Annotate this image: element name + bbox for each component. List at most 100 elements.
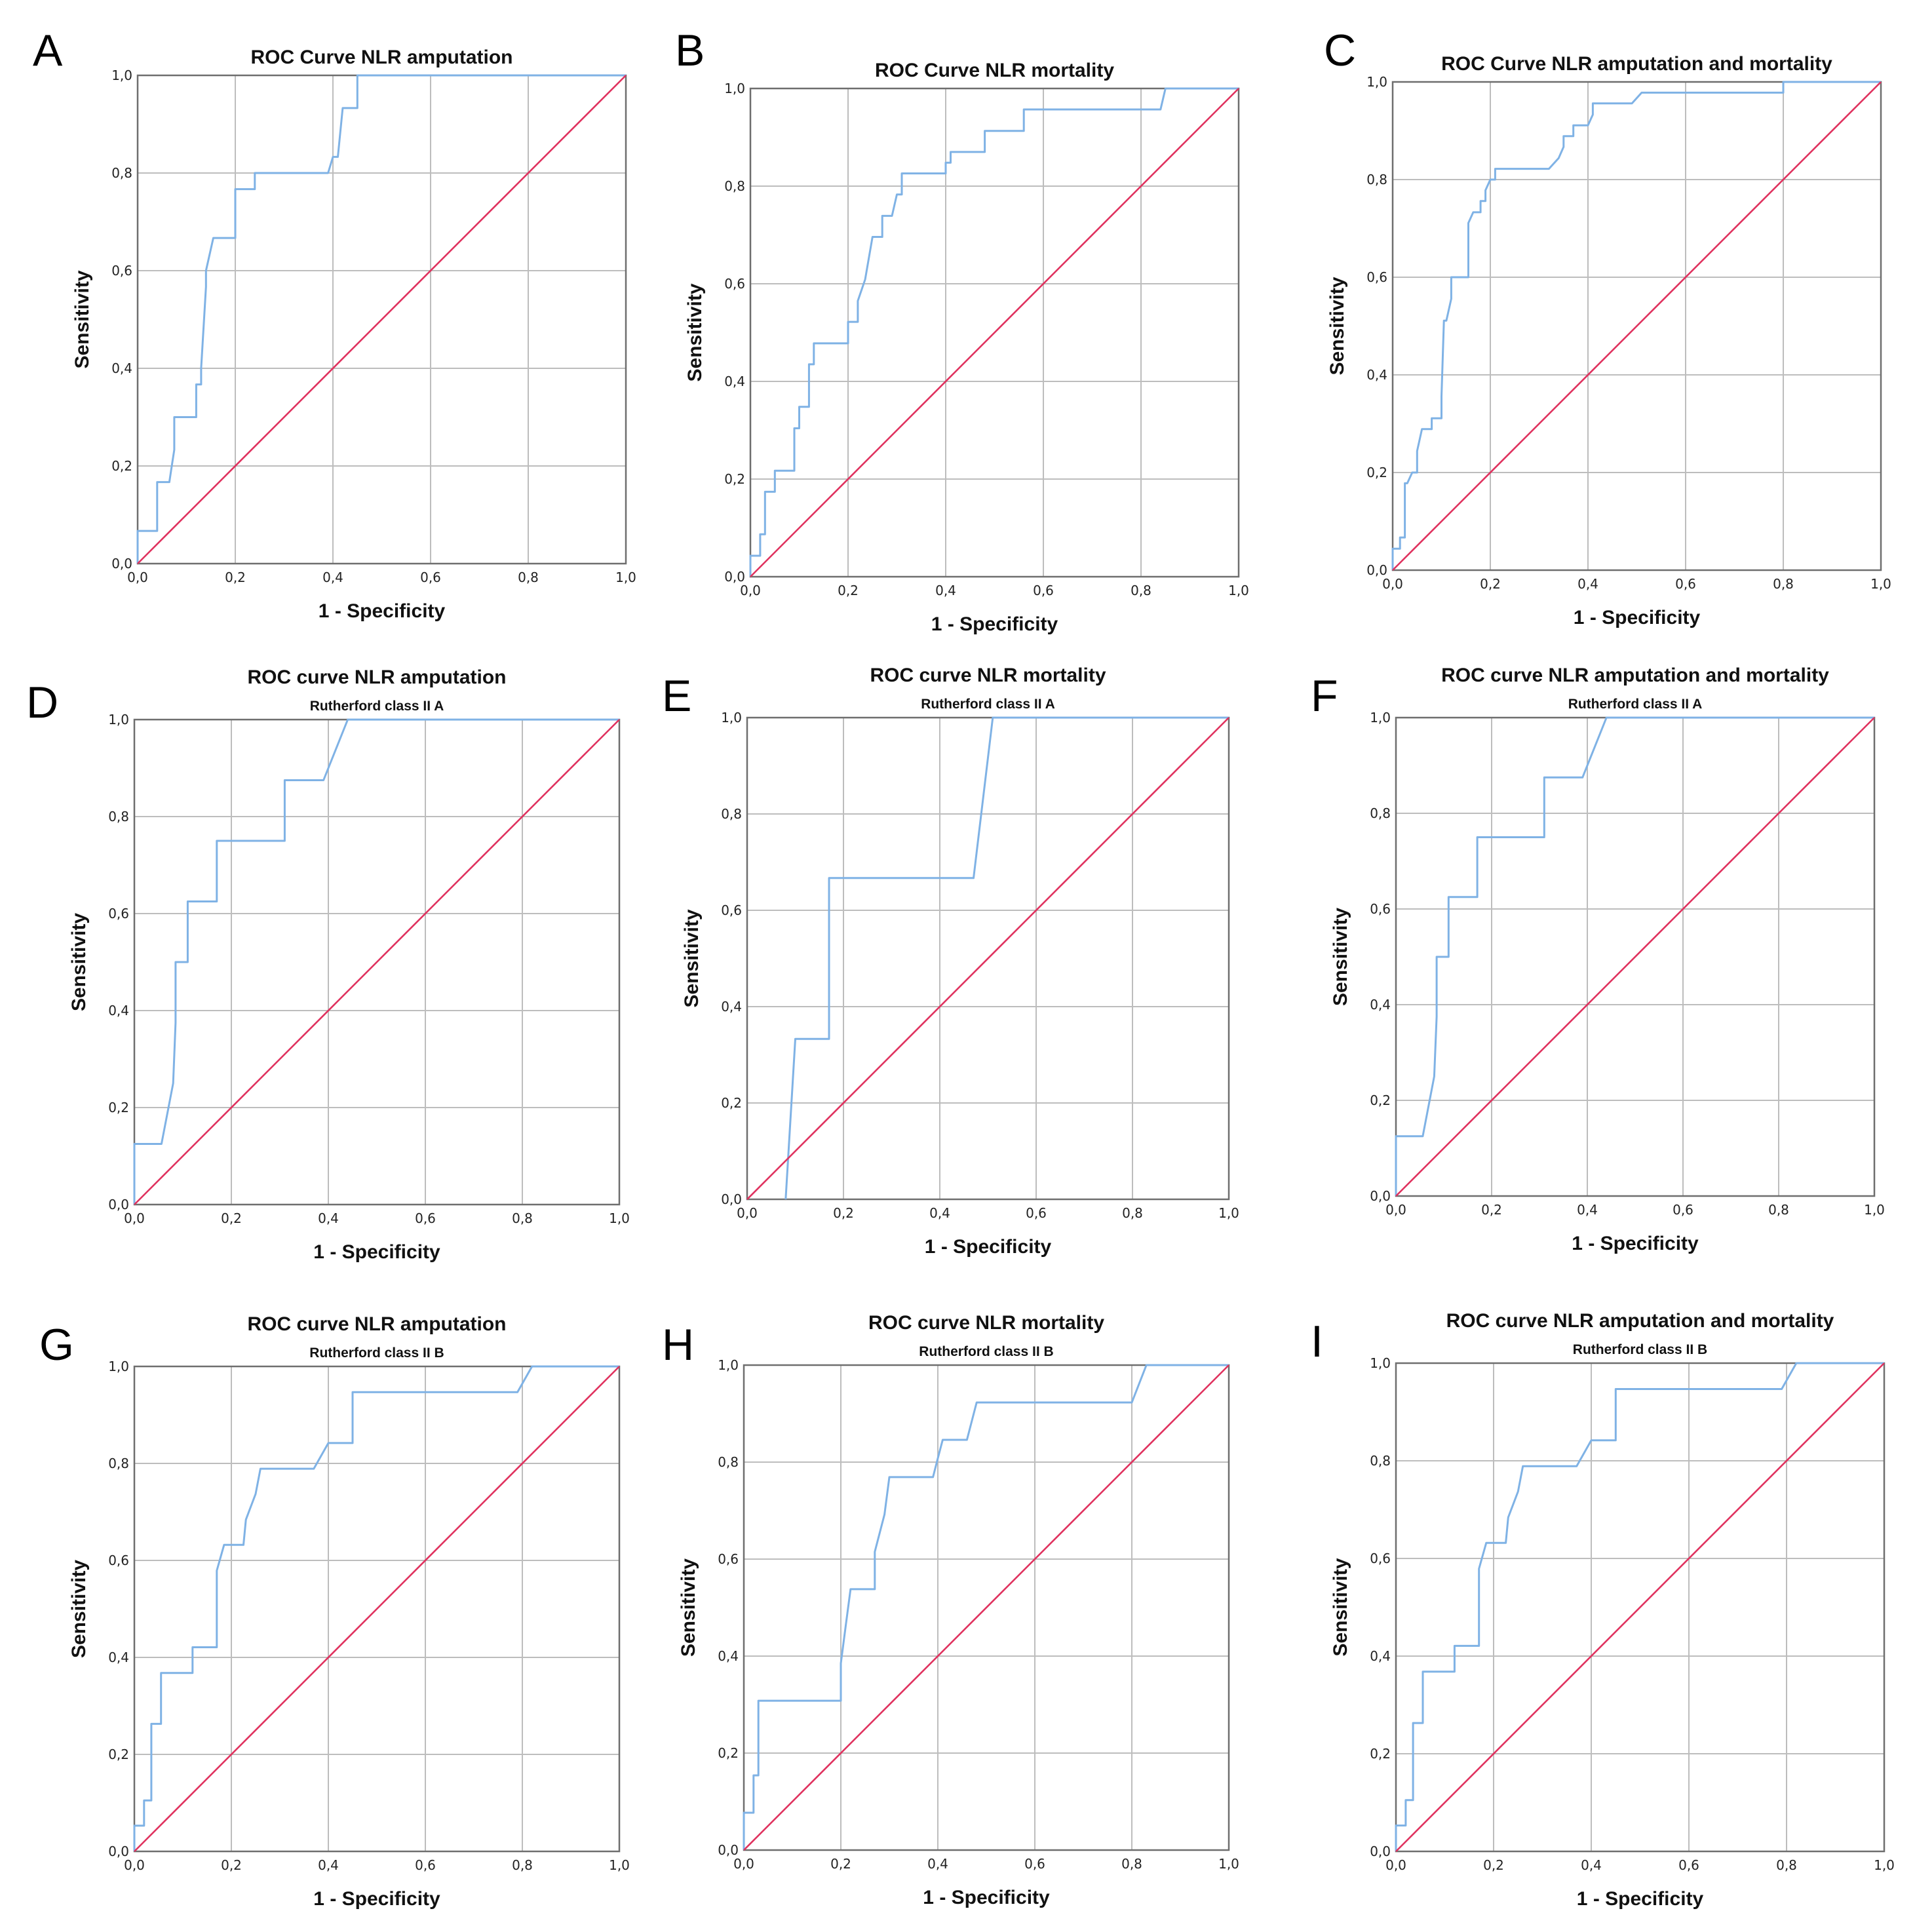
x-tick-label: 0,0 xyxy=(124,1857,145,1873)
y-tick-label: 0,8 xyxy=(718,1454,739,1470)
x-tick-label: 0,8 xyxy=(1773,576,1794,592)
y-tick-label: 0,0 xyxy=(718,1842,739,1858)
chart-title: ROC Curve NLR amputation xyxy=(250,47,513,68)
y-tick-label: 1,0 xyxy=(721,710,742,725)
x-tick-label: 0,6 xyxy=(1678,1857,1699,1873)
x-tick-label: 0,6 xyxy=(415,1857,436,1873)
x-tick-label: 0,0 xyxy=(1385,1857,1406,1873)
y-tick-label: 0,8 xyxy=(111,165,132,181)
y-axis-label: Sensitivity xyxy=(1326,277,1348,375)
chart-subtitle: Rutherford class II A xyxy=(921,697,1055,712)
x-tick-label: 0,2 xyxy=(833,1205,854,1221)
x-tick-label: 0,4 xyxy=(1581,1857,1602,1873)
y-tick-label: 1,0 xyxy=(111,68,132,83)
chart-subtitle: Rutherford class II B xyxy=(1573,1342,1707,1357)
x-tick-label: 1,0 xyxy=(1874,1857,1895,1873)
panel-c: C 0,0 0,2 0,4 0,6 0,8 1,0 0,0 0,2 0,4 0,6 0,8 1,0 ROC… xyxy=(1324,26,1891,628)
x-tick-label: 1,0 xyxy=(1218,1856,1239,1872)
x-tick-label: 0,4 xyxy=(935,583,956,598)
y-tick-label: 0,2 xyxy=(724,471,745,487)
x-tick-label: 0,6 xyxy=(1033,583,1054,598)
x-tick-label: 1,0 xyxy=(1864,1202,1885,1218)
x-tick-label: 0,2 xyxy=(221,1857,242,1873)
panel-f: F 0,0 0,2 0,4 0,6 0,8 1,0 0,0 0,2 0,4 0,6 0,8 1,0 ROC… xyxy=(1311,665,1885,1254)
panel-a: A 0,0 0,2 0,4 0,6 0,8 1,0 0,0 0,2 0,4 0,6 0,8 1,0 ROC… xyxy=(33,26,636,622)
panel-label: G xyxy=(39,1320,74,1370)
y-tick-label: 1,0 xyxy=(718,1357,739,1373)
reference-line xyxy=(134,1366,620,1852)
panel-e: E 0,0 0,2 0,4 0,6 0,8 1,0 0,0 0,2 0,4 0,6 0,8 1,0 ROC… xyxy=(662,665,1239,1258)
y-tick-label: 0,6 xyxy=(111,263,132,279)
y-tick-label: 0,2 xyxy=(1370,1746,1391,1762)
x-tick-label: 0,2 xyxy=(838,583,859,598)
roc-curve-line xyxy=(1391,81,1881,570)
x-tick-label: 1,0 xyxy=(615,570,636,585)
panel-d: D 0,0 0,2 0,4 0,6 0,8 1,0 0,0 0,2 0,4 0,6 0,8 1,0 ROC… xyxy=(26,667,630,1263)
x-tick-label: 0,2 xyxy=(221,1210,242,1226)
y-tick-label: 0,6 xyxy=(1366,269,1387,285)
y-tick-label: 0,2 xyxy=(1370,1092,1391,1108)
x-tick-label: 0,6 xyxy=(420,570,441,585)
roc-curve-line xyxy=(1395,1362,1884,1851)
y-tick-label: 1,0 xyxy=(724,81,745,96)
plot-frame xyxy=(1395,1362,1886,1853)
x-tick-label: 0,6 xyxy=(1675,576,1696,592)
x-tick-label: 0,8 xyxy=(1768,1202,1789,1218)
roc-curve-line xyxy=(743,1364,1229,1850)
y-tick-label: 0,8 xyxy=(108,809,129,824)
y-tick-label: 0,4 xyxy=(1370,997,1391,1013)
x-tick-label: 1,0 xyxy=(609,1857,630,1873)
y-axis-label: Sensitivity xyxy=(1330,1558,1351,1656)
plot-frame xyxy=(743,1364,1230,1851)
reference-line xyxy=(1395,717,1875,1197)
reference-line xyxy=(137,75,627,564)
roc-curve-line xyxy=(133,1365,619,1851)
panel-label: B xyxy=(675,26,705,75)
panel-i: I 0,0 0,2 0,4 0,6 0,8 1,0 0,0 0,2 0,4 0,6 0,8 1,0 ROC… xyxy=(1311,1310,1895,1910)
y-tick-label: 0,8 xyxy=(1370,805,1391,821)
x-tick-label: 0,8 xyxy=(1122,1205,1143,1221)
y-axis-label: Sensitivity xyxy=(71,270,93,368)
chart-title: ROC curve NLR mortality xyxy=(868,1312,1104,1334)
y-axis-label: Sensitivity xyxy=(681,909,703,1007)
chart-title: ROC curve NLR amputation and mortality xyxy=(1441,665,1829,686)
reference-line xyxy=(743,1364,1229,1851)
y-tick-label: 0,2 xyxy=(108,1747,129,1762)
x-tick-label: 0,4 xyxy=(318,1210,339,1226)
panel-label: E xyxy=(662,671,691,721)
x-tick-label: 0,8 xyxy=(512,1210,533,1226)
x-axis-label: 1 - Specificity xyxy=(313,1241,440,1263)
y-tick-label: 0,4 xyxy=(724,374,745,389)
panel-b: B 0,0 0,2 0,4 0,6 0,8 1,0 0,0 0,2 0,4 0,6 0,8 1,0 ROC… xyxy=(675,26,1249,635)
x-axis-label: 1 - Specificity xyxy=(1574,607,1701,628)
chart-title: ROC Curve NLR amputation and mortality xyxy=(1441,53,1832,75)
panel-label: C xyxy=(1324,26,1356,75)
y-tick-label: 0,4 xyxy=(1370,1648,1391,1664)
plot-frame xyxy=(746,716,1230,1201)
x-tick-label: 0,2 xyxy=(225,570,246,585)
x-tick-label: 0,4 xyxy=(929,1205,950,1221)
y-tick-label: 0,8 xyxy=(724,178,745,194)
y-tick-label: 0,4 xyxy=(721,999,742,1014)
x-axis-label: 1 - Specificity xyxy=(313,1888,440,1910)
roc-curve-line xyxy=(1395,716,1874,1196)
chart-title: ROC curve NLR amputation xyxy=(247,667,506,688)
y-tick-label: 1,0 xyxy=(1370,710,1391,725)
x-tick-label: 1,0 xyxy=(1228,583,1249,598)
y-tick-label: 0,0 xyxy=(1370,1188,1391,1204)
y-tick-label: 0,6 xyxy=(718,1551,739,1567)
roc-curve-line xyxy=(133,718,619,1205)
x-tick-label: 0,8 xyxy=(1776,1857,1797,1873)
x-axis-label: 1 - Specificity xyxy=(1577,1888,1704,1910)
x-tick-label: 0,4 xyxy=(927,1856,948,1872)
y-tick-label: 0,4 xyxy=(718,1648,739,1664)
chart-subtitle: Rutherford class II B xyxy=(919,1344,1053,1359)
y-tick-label: 0,0 xyxy=(721,1191,742,1207)
x-tick-label: 0,4 xyxy=(1577,576,1598,592)
chart-title: ROC curve NLR mortality xyxy=(870,665,1106,686)
x-tick-label: 0,6 xyxy=(415,1210,436,1226)
y-tick-label: 0,2 xyxy=(721,1095,742,1111)
reference-line xyxy=(1392,81,1882,571)
y-tick-label: 0,0 xyxy=(108,1844,129,1859)
y-tick-label: 0,0 xyxy=(1366,562,1387,578)
